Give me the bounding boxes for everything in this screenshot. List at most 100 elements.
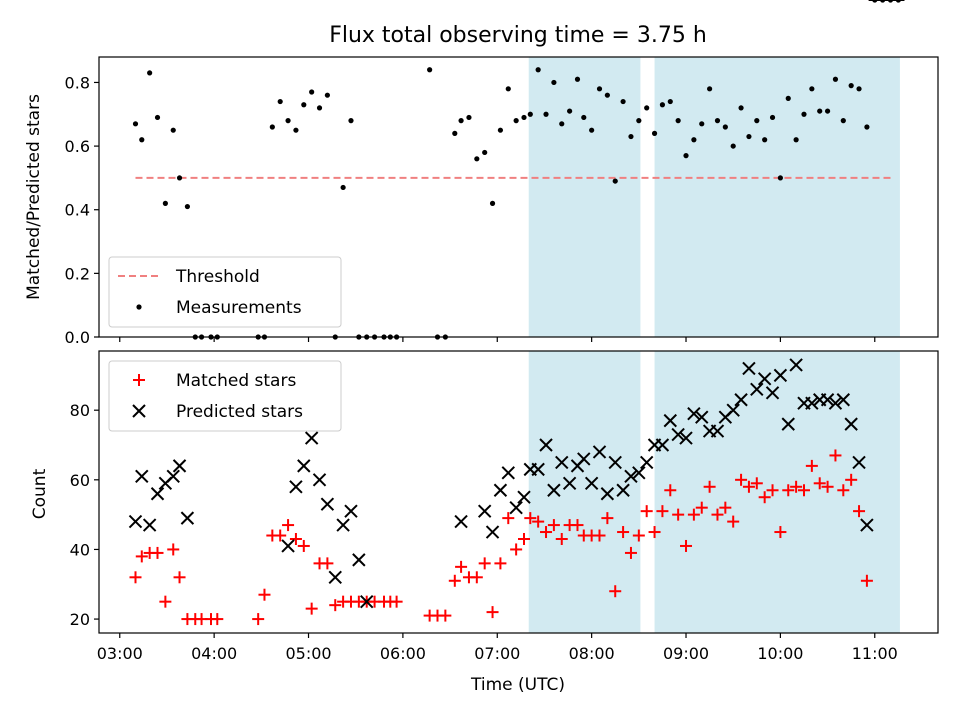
data-point — [470, 571, 483, 584]
data-point — [584, 476, 599, 491]
y-axis-label-top: Matched/Predicted stars — [24, 94, 44, 300]
data-point — [129, 571, 142, 584]
data-point — [154, 114, 161, 121]
axes-frame — [98, 350, 939, 634]
top-panel: 0.0 0.2 0.4 0.6 0.8 Threshold Measurements — [65, 0, 939, 347]
data-point — [840, 118, 846, 124]
data-point — [726, 403, 740, 417]
data-point — [439, 609, 452, 622]
data-point — [667, 98, 673, 105]
x-tick-label: 03:00 — [97, 644, 143, 663]
marker-stroke — [616, 483, 630, 497]
data-point — [551, 79, 557, 86]
data-point — [166, 469, 180, 484]
data-point — [340, 184, 346, 191]
data-point — [258, 588, 271, 601]
legend-swatch — [136, 304, 142, 310]
highlight-span — [654, 57, 900, 337]
data-point — [742, 480, 755, 493]
marker-stroke — [562, 476, 577, 491]
marker-stroke — [172, 459, 187, 473]
y-tick-label: 0.6 — [65, 137, 90, 156]
y-tick-label: 0.2 — [65, 264, 90, 283]
data-point — [532, 515, 545, 528]
legend: Matched stars Predicted stars — [108, 360, 342, 432]
data-point — [663, 413, 677, 428]
data-point — [655, 438, 670, 452]
marker-stroke — [352, 553, 366, 567]
data-point — [301, 102, 307, 108]
data-point — [173, 571, 186, 584]
marker-stroke — [539, 438, 553, 452]
data-point — [829, 449, 842, 462]
data-point — [293, 127, 299, 133]
marker-stroke — [836, 393, 851, 407]
data-point — [624, 546, 637, 559]
marker-stroke — [584, 476, 599, 491]
data-point — [683, 153, 689, 159]
marker-stroke — [757, 372, 772, 386]
data-point — [559, 121, 565, 127]
highlight-span — [528, 57, 641, 337]
data-point — [714, 118, 721, 124]
marker-stroke — [765, 386, 780, 400]
data-point — [604, 92, 610, 98]
data-point — [672, 508, 685, 521]
data-point — [596, 86, 603, 92]
data-point — [577, 452, 591, 466]
data-point — [848, 83, 854, 89]
data-point — [695, 410, 709, 424]
data-point — [845, 473, 858, 486]
data-point — [817, 108, 823, 114]
data-point — [147, 70, 153, 76]
data-point — [757, 372, 772, 386]
data-point — [277, 98, 283, 105]
data-point — [754, 118, 760, 124]
data-point — [282, 519, 295, 532]
x-tick-label: 07:00 — [474, 644, 520, 663]
data-point — [640, 505, 653, 518]
series-matched-stars — [129, 0, 905, 626]
data-point — [151, 546, 164, 559]
data-point — [644, 105, 650, 111]
legend-label: Predicted stars — [176, 402, 303, 422]
data-point — [750, 382, 764, 397]
marker-stroke — [852, 455, 866, 470]
data-point — [297, 539, 310, 552]
y-tick-label: 0.8 — [65, 73, 90, 92]
data-point — [789, 358, 803, 372]
data-point — [285, 118, 291, 124]
data-point — [547, 519, 560, 532]
y-axis-label-bottom: Count — [30, 468, 50, 519]
data-point — [805, 459, 818, 472]
marker-stroke — [710, 424, 725, 438]
data-point — [128, 514, 143, 529]
data-point — [750, 477, 763, 490]
marker-stroke — [577, 452, 591, 466]
data-point — [821, 480, 834, 493]
data-point — [727, 515, 740, 528]
data-point — [320, 497, 335, 511]
data-point — [648, 526, 661, 539]
data-point — [636, 118, 642, 124]
data-point — [617, 526, 630, 539]
data-point — [828, 396, 843, 410]
data-point — [135, 469, 149, 484]
data-point — [695, 501, 708, 514]
data-point — [555, 533, 568, 545]
data-point — [844, 417, 858, 431]
marker-stroke — [509, 500, 523, 515]
data-point — [328, 570, 342, 585]
data-point — [132, 121, 139, 127]
data-point — [785, 95, 791, 101]
marker-stroke — [860, 518, 874, 532]
data-point — [639, 455, 654, 470]
data-point — [312, 473, 327, 487]
y-tick-label: 0.0 — [65, 328, 90, 347]
data-point — [679, 431, 693, 445]
data-point — [600, 487, 615, 501]
data-point — [458, 118, 464, 124]
x-tick-label: 05:00 — [285, 644, 331, 663]
marker-stroke — [663, 413, 677, 428]
